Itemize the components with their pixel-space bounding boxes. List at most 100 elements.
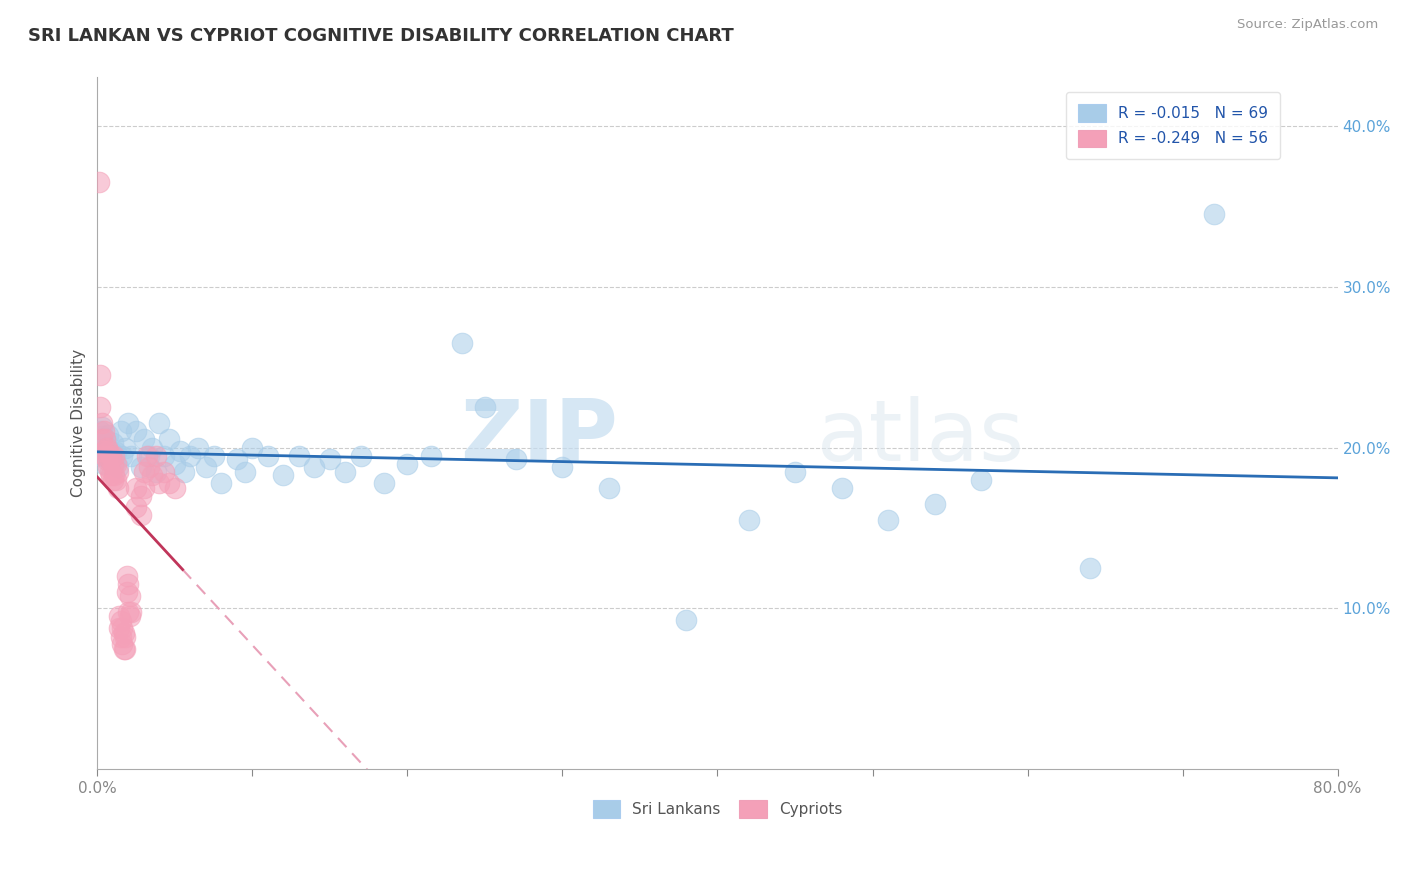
Point — [129, 508, 152, 522]
Point — [474, 401, 496, 415]
Point — [94, 449, 117, 463]
Point — [350, 449, 373, 463]
Point — [110, 614, 132, 628]
Point — [87, 175, 110, 189]
Point — [91, 449, 114, 463]
Point — [97, 443, 120, 458]
Point — [157, 475, 180, 490]
Legend: Sri Lankans, Cypriots: Sri Lankans, Cypriots — [586, 794, 848, 824]
Point — [110, 631, 132, 645]
Point — [288, 449, 311, 463]
Point — [117, 417, 139, 431]
Point — [157, 433, 180, 447]
Point — [89, 368, 111, 383]
Point — [148, 475, 170, 490]
Point — [89, 433, 111, 447]
Point — [129, 489, 152, 503]
Point — [101, 457, 124, 471]
Point — [675, 613, 697, 627]
Point — [373, 475, 395, 490]
Point — [93, 425, 115, 439]
Point — [93, 437, 115, 451]
Point — [104, 457, 127, 471]
Point — [114, 631, 136, 645]
Point — [104, 473, 127, 487]
Point — [924, 497, 946, 511]
Point — [132, 481, 155, 495]
Point — [319, 451, 342, 466]
Point — [132, 465, 155, 479]
Point — [233, 465, 256, 479]
Point — [877, 513, 900, 527]
Point — [505, 451, 527, 466]
Point — [90, 443, 112, 458]
Point — [120, 605, 142, 619]
Point — [103, 457, 125, 471]
Point — [97, 459, 120, 474]
Point — [163, 457, 186, 471]
Point — [100, 443, 122, 458]
Point — [173, 465, 195, 479]
Text: Source: ZipAtlas.com: Source: ZipAtlas.com — [1237, 18, 1378, 31]
Point — [94, 433, 117, 447]
Point — [141, 441, 163, 455]
Point — [107, 465, 129, 479]
Point — [335, 465, 357, 479]
Point — [125, 425, 148, 439]
Point — [93, 443, 115, 458]
Point — [1202, 207, 1225, 221]
Point — [118, 609, 141, 624]
Y-axis label: Cognitive Disability: Cognitive Disability — [72, 350, 86, 498]
Text: SRI LANKAN VS CYPRIOT COGNITIVE DISABILITY CORRELATION CHART: SRI LANKAN VS CYPRIOT COGNITIVE DISABILI… — [28, 27, 734, 45]
Point — [145, 449, 167, 463]
Point — [120, 449, 142, 463]
Point — [125, 500, 148, 514]
Point — [89, 425, 111, 439]
Text: atlas: atlas — [817, 396, 1025, 479]
Point — [138, 449, 160, 463]
Point — [450, 335, 472, 350]
Point — [108, 609, 131, 624]
Point — [107, 481, 129, 495]
Point — [114, 641, 136, 656]
Point — [970, 473, 993, 487]
Point — [114, 441, 136, 455]
Point — [111, 621, 134, 635]
Point — [138, 459, 160, 474]
Point — [107, 459, 129, 474]
Point — [111, 637, 134, 651]
Point — [145, 465, 167, 479]
Point — [103, 449, 125, 463]
Point — [101, 435, 124, 450]
Point — [103, 467, 125, 482]
Point — [257, 449, 280, 463]
Point — [112, 641, 135, 656]
Point — [125, 481, 148, 495]
Point — [90, 429, 112, 443]
Point — [96, 441, 118, 455]
Point — [831, 481, 853, 495]
Point — [101, 473, 124, 487]
Point — [163, 481, 186, 495]
Point — [89, 401, 111, 415]
Point — [419, 449, 441, 463]
Point — [551, 459, 574, 474]
Point — [110, 425, 132, 439]
Point — [96, 453, 118, 467]
Point — [115, 569, 138, 583]
Point — [1078, 561, 1101, 575]
Point — [273, 467, 295, 482]
Point — [169, 443, 191, 458]
Text: ZIP: ZIP — [461, 396, 619, 479]
Point — [598, 481, 620, 495]
Point — [194, 459, 217, 474]
Point — [112, 625, 135, 640]
Point — [97, 427, 120, 442]
Point — [136, 449, 159, 463]
Point — [209, 475, 232, 490]
Point — [108, 621, 131, 635]
Point — [94, 449, 117, 463]
Point — [202, 449, 225, 463]
Point — [187, 441, 209, 455]
Point — [100, 467, 122, 482]
